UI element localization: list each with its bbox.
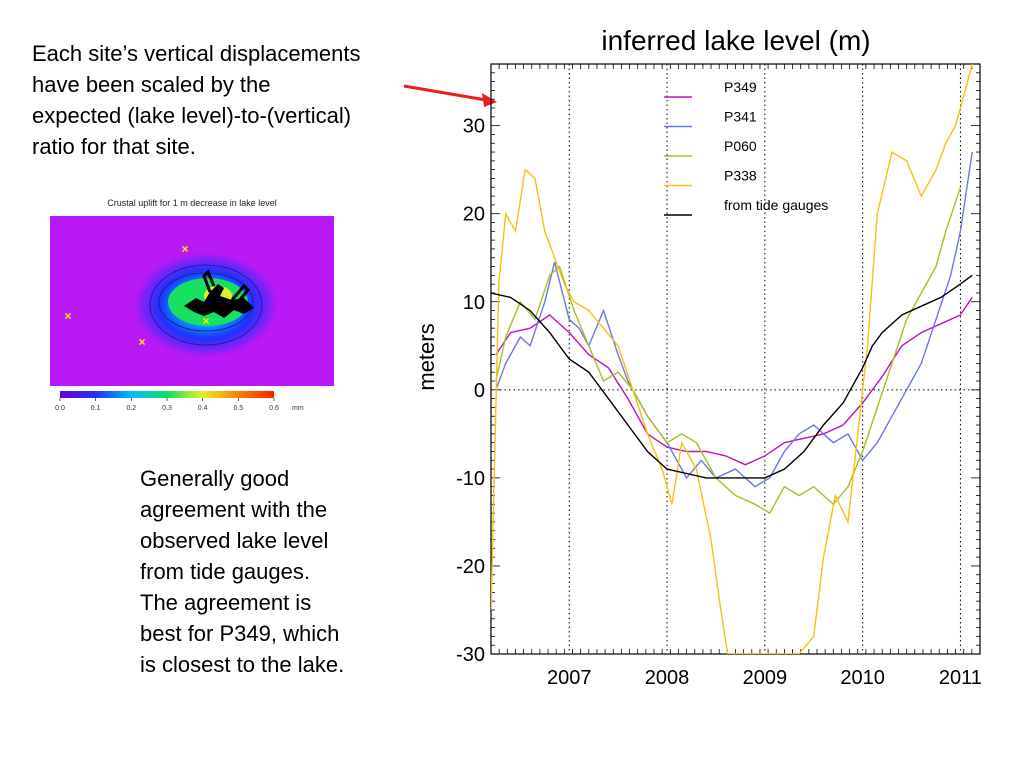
legend-label: P349 — [724, 79, 757, 95]
x-tick-label: 2008 — [645, 667, 690, 689]
colorbar-tick-label: 0.4 — [198, 405, 208, 412]
legend: P349 P341 P060 P338 from tide gauges — [664, 79, 828, 216]
series-line-from-tide-gauges — [491, 274, 973, 479]
x-tick-label: 2010 — [840, 667, 885, 689]
grid-lines — [491, 64, 980, 654]
colorbar-tick-label: 0.0 — [55, 405, 65, 412]
colorbar — [60, 391, 274, 398]
series-line-p338 — [491, 64, 973, 654]
site-markers: × × × × — [64, 242, 209, 349]
lake-channel — [202, 269, 251, 303]
site-marker: × — [138, 335, 145, 349]
agreement-note: Generally good agreement with the observ… — [140, 466, 345, 677]
series-line-p341 — [495, 151, 973, 488]
minor-ticks — [490, 63, 981, 655]
legend-label: P341 — [724, 109, 757, 125]
colorbar-ticks: 0.0 0.1 0.2 0.3 0.4 0.5 0.6 — [55, 398, 279, 412]
series-layer — [491, 64, 973, 654]
site-marker: × — [64, 309, 71, 323]
y-tick-label: 0 — [474, 380, 485, 402]
colorbar-tick-label: 0.6 — [269, 405, 279, 412]
chart-title: inferred lake level (m) — [601, 25, 870, 56]
legend-label: from tide gauges — [724, 197, 828, 213]
y-axis-label: meters — [414, 323, 439, 390]
site-marker: × — [181, 242, 188, 256]
colorbar-tick-label: 0.2 — [126, 405, 136, 412]
pointer-arrow-icon — [403, 84, 497, 107]
y-tick-label: -30 — [456, 644, 485, 666]
y-tick-label: 10 — [463, 292, 485, 314]
legend-label: P338 — [724, 168, 757, 184]
y-tick-label: 30 — [463, 116, 485, 138]
lake-shape — [184, 284, 254, 318]
site-marker: × — [202, 314, 209, 328]
y-tick-label: -10 — [456, 468, 485, 490]
x-tick-labels: 2007 2008 2009 2010 2011 — [547, 667, 982, 689]
colorbar-tick-label: 0.3 — [162, 405, 172, 412]
legend-label: P060 — [724, 138, 757, 154]
x-tick-label: 2007 — [547, 667, 592, 689]
y-tick-label: 20 — [463, 204, 485, 226]
x-tick-label: 2009 — [743, 667, 788, 689]
inset-map-title: Crustal uplift for 1 m decrease in lake … — [107, 198, 277, 208]
colorbar-tick-label: 0.5 — [233, 405, 243, 412]
series-line-p349 — [495, 297, 973, 466]
series-line-p060 — [495, 187, 962, 515]
y-tick-labels: -30 -20 -10 0 10 20 30 — [456, 116, 485, 666]
inset-uplift-map: × × × × 0.0 0.1 0.2 0.3 0.4 0.5 0.6 mm — [50, 216, 334, 412]
colorbar-unit: mm — [292, 405, 304, 412]
colorbar-tick-label: 0.1 — [91, 405, 101, 412]
scaling-note: Each site’s vertical displacements have … — [32, 41, 361, 159]
uplift-contour-outer — [149, 264, 263, 346]
y-tick-label: -20 — [456, 556, 485, 578]
x-tick-label: 2011 — [939, 667, 982, 689]
